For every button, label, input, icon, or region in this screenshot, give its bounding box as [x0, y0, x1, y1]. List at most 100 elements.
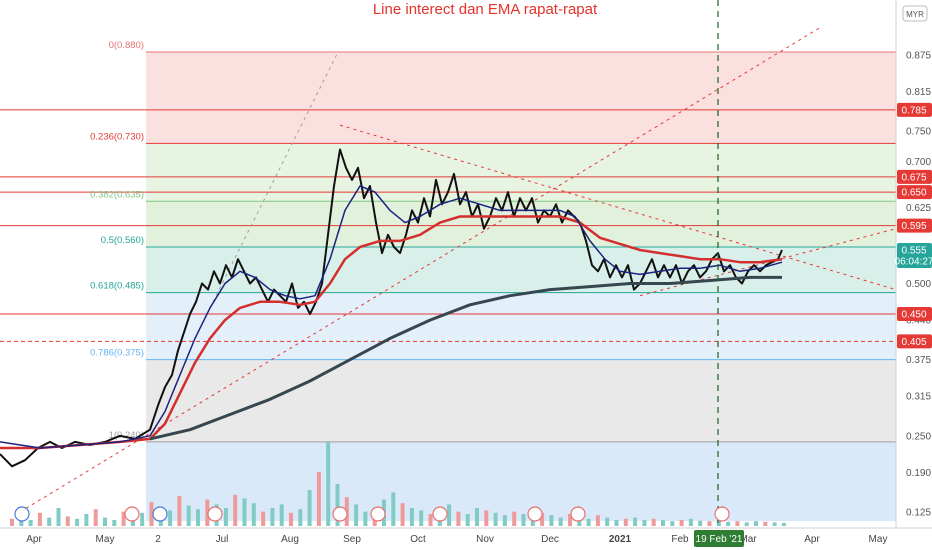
currency-badge[interactable] [902, 5, 928, 22]
x-tick-0: Apr [26, 534, 42, 545]
volume-bar-58 [549, 515, 554, 526]
fib-zone-236-382 [146, 143, 896, 202]
volume-bar-6 [65, 516, 70, 526]
volume-bar-66 [623, 518, 628, 526]
volume-bar-25 [242, 498, 247, 526]
volume-bar-15 [149, 502, 154, 526]
x-tick-8: Dec [541, 534, 559, 545]
volume-bar-28 [270, 508, 275, 526]
volume-bar-43 [409, 508, 414, 526]
volume-bar-82 [772, 522, 777, 526]
volume-bar-3 [37, 512, 42, 526]
volume-bar-29 [279, 504, 284, 526]
x-tick-7: Nov [476, 534, 494, 545]
x-tick-2: 2 [155, 534, 161, 545]
volume-bar-4 [47, 517, 52, 526]
volume-bar-75 [707, 521, 712, 526]
volume-bar-55 [521, 514, 526, 526]
trend-line-down [339, 124, 897, 291]
volume-bar-7 [75, 518, 80, 526]
volume-bar-48 [456, 511, 461, 526]
volume-bar-38 [363, 511, 368, 526]
price-tag-label-6: 0.450 [901, 309, 926, 320]
volume-bar-21 [205, 499, 210, 526]
indicator-series [0, 148, 783, 468]
x-tick-12: Apr [804, 534, 820, 545]
x-tick-6: Oct [410, 534, 426, 545]
x-tick-9: 2021 [609, 534, 632, 545]
volume-bar-54 [512, 511, 517, 526]
fib-label-0: 0(0.880) [109, 40, 144, 51]
fib-zone-below-1 [146, 441, 896, 522]
volume-bar-19 [186, 505, 191, 526]
volume-bar-5 [56, 508, 61, 526]
volume-bar-64 [605, 517, 610, 526]
volume-bar-12 [121, 511, 126, 526]
volume-bar-17 [168, 510, 173, 526]
volume-bar-34 [326, 442, 331, 526]
volume-bar-8 [84, 514, 89, 526]
volume-bar-73 [688, 518, 693, 526]
fib-zone-0-236 [146, 52, 896, 144]
x-tick-3: Jul [216, 534, 229, 545]
volume-bar-70 [661, 520, 665, 526]
fib-zone-786-1 [146, 359, 896, 442]
y-tick-3: 0.700 [906, 157, 931, 168]
volume-bar-0 [10, 518, 14, 526]
price-tag-label-5: 06:04:27 [895, 256, 932, 267]
price-tags: 0.7850.6750.6500.5950.55506:04:270.4500.… [895, 102, 932, 349]
price-tag-label-2: 0.650 [901, 188, 926, 199]
fib-label-6: 1(0.240) [109, 430, 144, 441]
volume-bar-32 [307, 490, 312, 526]
volume-bar-79 [744, 522, 749, 526]
event-marker-9 [714, 506, 730, 522]
fib-zone-382-5 [146, 201, 896, 247]
volume-bar-76 [716, 520, 721, 526]
volume-bar-26 [251, 503, 256, 526]
y-tick-11: 0.125 [906, 508, 931, 519]
trend-line-grey [209, 51, 339, 309]
price-tag-4 [897, 243, 932, 258]
volume-bar-80 [754, 521, 758, 526]
volume-bar-74 [698, 520, 703, 526]
event-marker-0 [14, 506, 30, 522]
event-marker-4 [332, 506, 348, 522]
series-line-1 [0, 215, 783, 450]
event-marker-1 [124, 506, 140, 522]
price-tag-label-1: 0.675 [901, 172, 926, 183]
price-tag-1 [897, 169, 932, 184]
fib-label-1: 0.236(0.730) [90, 131, 144, 142]
volume-bar-2 [28, 520, 33, 526]
volume-bar-42 [400, 503, 405, 526]
volume-bar-77 [726, 521, 731, 526]
fib-zone-5-618 [146, 246, 896, 293]
volume-bar-59 [558, 517, 563, 526]
volume-bar-49 [465, 514, 470, 526]
y-tick-1: 0.815 [906, 87, 931, 98]
volume-bar-35 [335, 484, 340, 526]
volume-bar-68 [642, 520, 647, 526]
volume-bar-44 [419, 510, 424, 526]
fib-label-4: 0.618(0.485) [90, 281, 144, 292]
volume-bar-45 [428, 514, 433, 526]
price-tag-label-7: 0.405 [901, 337, 926, 348]
series-line-3 [149, 275, 782, 441]
price-axis-ticks: 0.875 0.815 0.750 0.700 0.625 0.500 0.440 0.375… [906, 51, 931, 519]
fibonacci-zones [146, 52, 896, 522]
volume-bar-47 [447, 504, 452, 526]
y-tick-6: 0.440 [906, 316, 931, 327]
fib-zone-618-786 [146, 292, 896, 360]
highlight-date-label: 19 Feb '21 [696, 534, 743, 545]
volume-bar-78 [735, 521, 740, 526]
volume-bar-23 [223, 508, 228, 526]
y-tick-8: 0.315 [906, 392, 931, 403]
event-marker-7 [527, 506, 543, 522]
chart-title: Line interect dan EMA rapat-rapat [373, 1, 598, 18]
x-tick-11: Mar [739, 534, 757, 545]
event-marker-2 [152, 506, 168, 522]
y-tick-4: 0.625 [906, 203, 931, 214]
volume-bar-27 [261, 511, 266, 526]
trend-line-channel [639, 228, 897, 297]
event-marker-6 [432, 506, 448, 522]
